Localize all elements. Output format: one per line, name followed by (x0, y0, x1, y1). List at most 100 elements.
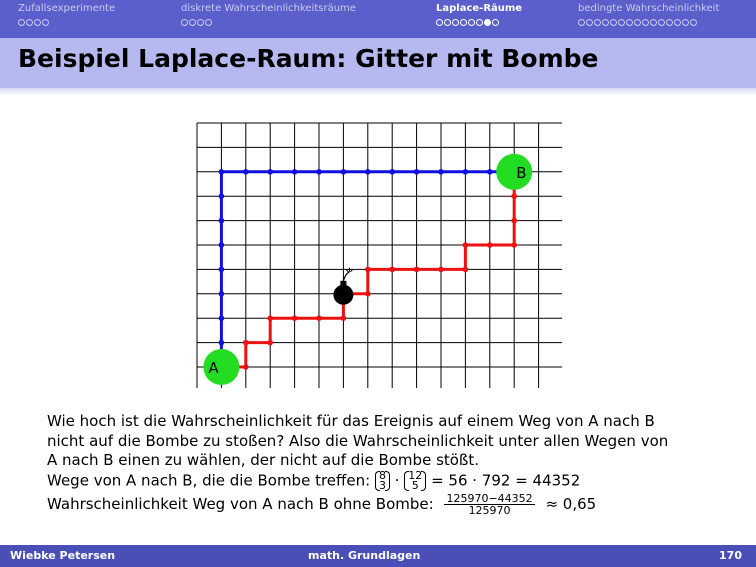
path-node (511, 242, 517, 248)
nav-dot[interactable] (492, 19, 499, 26)
nav-section-zufallsexperimente[interactable]: Zufallsexperimente (18, 3, 116, 26)
nav-dot[interactable] (42, 19, 49, 26)
multiply-dot: · (394, 471, 400, 489)
nav-dot[interactable] (594, 19, 601, 26)
footer-bar: Wiebke Petersen math. Grundlagen 170 (0, 545, 756, 567)
lattice-grid-diagram: AB (196, 122, 562, 388)
path-node (218, 242, 225, 248)
nav-dot[interactable] (18, 19, 25, 26)
path-node (438, 169, 444, 175)
nav-dot[interactable] (189, 19, 196, 26)
path-node (243, 169, 249, 175)
nav-dot[interactable] (610, 19, 617, 26)
nav-section-label: Zufallsexperimente (18, 3, 116, 14)
nav-dot[interactable] (197, 19, 204, 26)
footer-course: math. Grundlagen (308, 549, 421, 562)
path-node (218, 291, 225, 297)
nav-progress-dots[interactable] (436, 19, 499, 26)
bomb-icon (333, 267, 354, 305)
nav-dot[interactable] (476, 19, 483, 26)
path-node (511, 217, 517, 224)
red-path (218, 169, 517, 370)
binom-top: 8 (378, 468, 386, 482)
nav-dot[interactable] (666, 19, 673, 26)
nav-section-bedingte-wahrscheinlichkeit[interactable]: bedingte Wahrscheinlichkeit (578, 3, 720, 26)
path-node (291, 169, 298, 175)
nav-dot[interactable] (618, 19, 625, 26)
nav-dot[interactable] (468, 19, 475, 26)
nav-section-label: bedingte Wahrscheinlichkeit (578, 3, 720, 14)
path-node (462, 242, 469, 248)
path-node (267, 339, 273, 346)
formula-line-probability: Wahrscheinlichkeit Weg von A nach B ohne… (47, 493, 727, 516)
path-node (365, 266, 371, 273)
nav-dot[interactable] (444, 19, 451, 26)
endpoint-a-marker (203, 349, 240, 385)
nav-progress-dots[interactable] (18, 19, 49, 26)
nav-section-laplace-raeume[interactable]: Laplace-Räume (436, 3, 522, 26)
nav-progress-dots[interactable] (181, 19, 212, 26)
bomb-body (333, 284, 354, 305)
binom-bottom: 3 (378, 478, 386, 492)
nav-section-diskrete-raeume[interactable]: diskrete Wahrscheinlichkeitsräume (181, 3, 356, 26)
nav-dot[interactable] (460, 19, 467, 26)
endpoints: AB (203, 153, 533, 385)
nav-dot[interactable] (26, 19, 33, 26)
fraction-numerator: 125970−44352 (444, 491, 535, 505)
fraction-denominator: 125970 (468, 503, 511, 517)
path-node (316, 169, 322, 175)
path-node (389, 169, 395, 175)
path-node (316, 315, 322, 321)
title-bar: Beispiel Laplace-Raum: Gitter mit Bombe (0, 38, 756, 88)
path-node (413, 266, 420, 273)
path-node (218, 315, 225, 321)
nav-dot[interactable] (205, 19, 212, 26)
nav-section-label: diskrete Wahrscheinlichkeitsräume (181, 3, 356, 14)
path-node (218, 217, 225, 224)
bomb-spark (346, 267, 353, 273)
formula-prefix: Wahrscheinlichkeit Weg von A nach B ohne… (47, 494, 434, 513)
nav-dot[interactable] (586, 19, 593, 26)
nav-dot[interactable] (181, 19, 188, 26)
path-node (365, 291, 371, 297)
path-node (267, 169, 273, 175)
path-node (462, 266, 469, 273)
nav-dot[interactable] (682, 19, 689, 26)
nav-dot[interactable] (658, 19, 665, 26)
nav-dot[interactable] (650, 19, 657, 26)
nav-dot[interactable] (642, 19, 649, 26)
nav-dot[interactable] (436, 19, 443, 26)
formula-result: ≈ 0,65 (545, 494, 597, 513)
formula-result: = 56 · 792 = 44352 (431, 471, 581, 489)
binomial-coefficient: 12 5 (404, 468, 427, 491)
path-node (365, 169, 371, 175)
nav-dot[interactable] (484, 19, 491, 26)
nav-dot[interactable] (578, 19, 585, 26)
path-node (243, 364, 249, 370)
nav-dot[interactable] (690, 19, 697, 26)
binom-top: 12 (408, 468, 423, 482)
path-node (291, 315, 298, 321)
path-node (218, 193, 225, 199)
bomb-fuse (342, 271, 350, 281)
footer-author: Wiebke Petersen (10, 549, 116, 562)
text-line: nicht auf die Bombe zu stoßen? Also die … (47, 431, 669, 450)
path-node (340, 169, 347, 175)
nav-dot[interactable] (452, 19, 459, 26)
nav-dot[interactable] (602, 19, 609, 26)
path-node (218, 339, 225, 346)
nav-dot[interactable] (626, 19, 633, 26)
path-node (218, 169, 225, 175)
nav-progress-dots[interactable] (578, 19, 697, 26)
top-navigation: Zufallsexperimente diskrete Wahrscheinli… (0, 0, 756, 38)
formula-line-bomb-paths: Wege von A nach B, die die Bombe treffen… (47, 468, 727, 492)
path-node (218, 266, 225, 273)
formula-prefix: Wege von A nach B, die die Bombe treffen… (47, 471, 371, 489)
bomb-cap (340, 280, 347, 287)
path-node (389, 266, 395, 273)
nav-dot[interactable] (634, 19, 641, 26)
footer-page-number: 170 (719, 549, 742, 562)
nav-dot[interactable] (674, 19, 681, 26)
nav-dot[interactable] (34, 19, 41, 26)
